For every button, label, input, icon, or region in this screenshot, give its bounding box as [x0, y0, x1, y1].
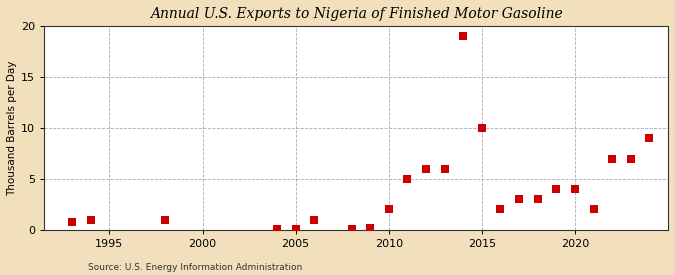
- Point: [86, 218, 97, 222]
- Point: [439, 167, 450, 171]
- Point: [570, 187, 580, 191]
- Point: [458, 34, 468, 39]
- Point: [160, 218, 171, 222]
- Point: [644, 136, 655, 141]
- Point: [588, 207, 599, 212]
- Point: [551, 187, 562, 191]
- Point: [421, 167, 431, 171]
- Point: [364, 226, 375, 230]
- Point: [290, 227, 301, 231]
- Y-axis label: Thousand Barrels per Day: Thousand Barrels per Day: [7, 60, 17, 196]
- Title: Annual U.S. Exports to Nigeria of Finished Motor Gasoline: Annual U.S. Exports to Nigeria of Finish…: [150, 7, 562, 21]
- Point: [67, 219, 78, 224]
- Point: [383, 207, 394, 212]
- Point: [607, 156, 618, 161]
- Point: [477, 126, 487, 130]
- Text: Source: U.S. Energy Information Administration: Source: U.S. Energy Information Administ…: [88, 263, 302, 272]
- Point: [514, 197, 524, 202]
- Point: [309, 218, 320, 222]
- Point: [402, 177, 413, 181]
- Point: [626, 156, 637, 161]
- Point: [533, 197, 543, 202]
- Point: [271, 227, 282, 231]
- Point: [346, 227, 357, 231]
- Point: [495, 207, 506, 212]
